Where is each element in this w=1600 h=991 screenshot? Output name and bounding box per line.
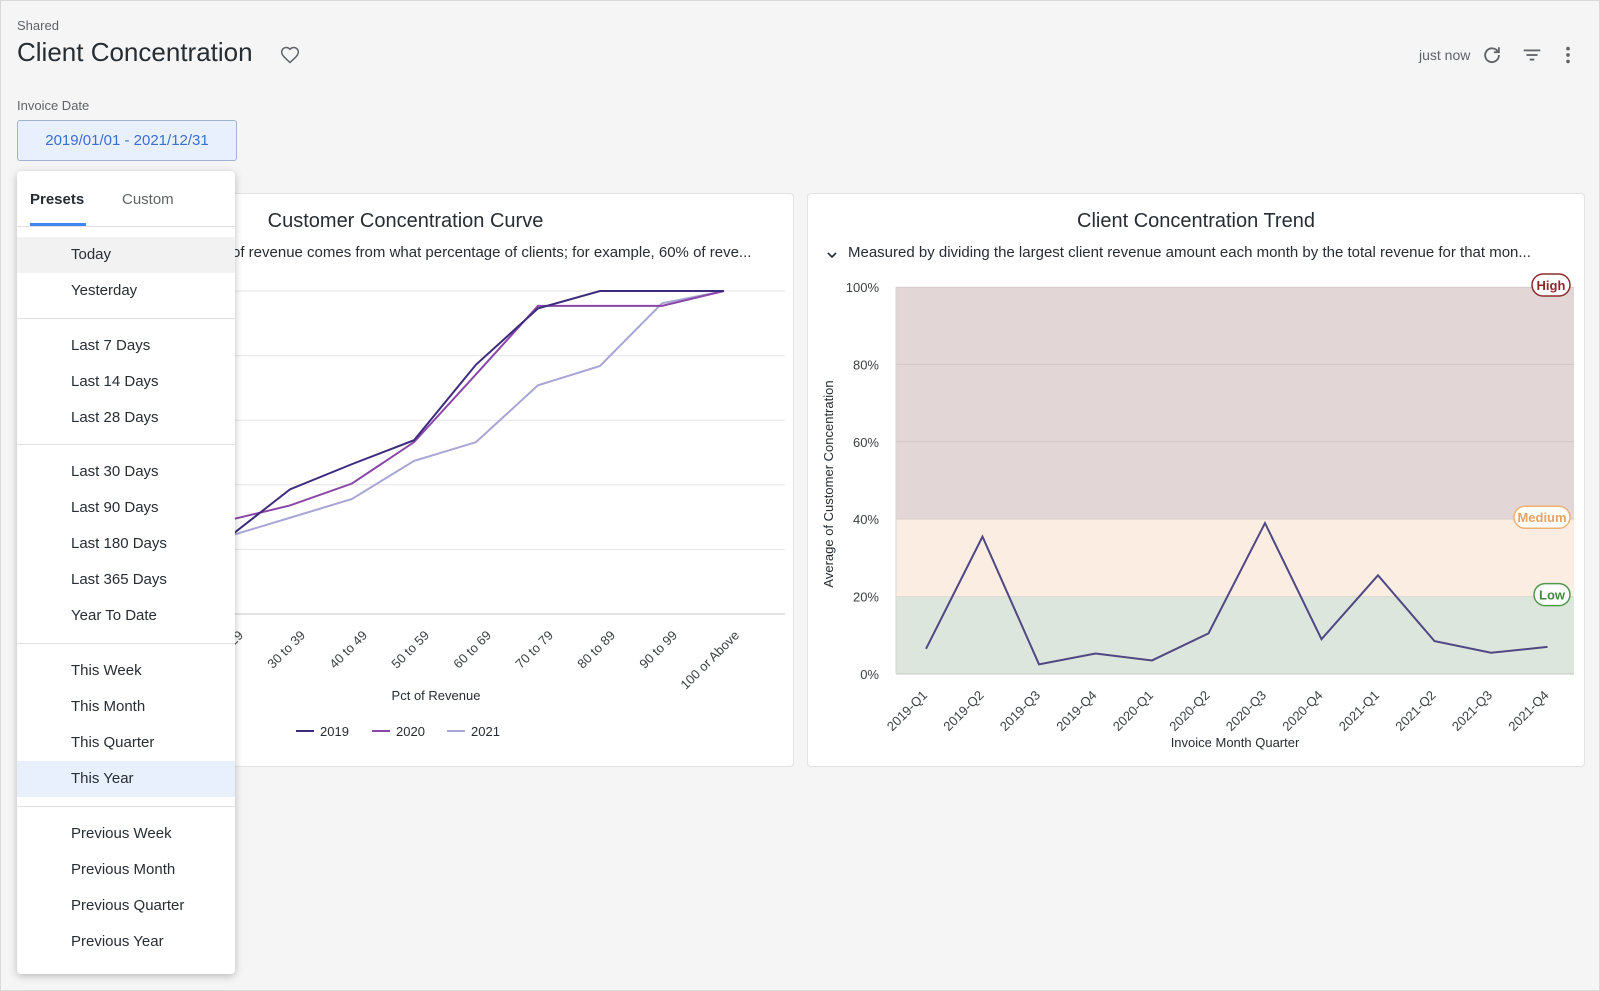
y-tick-label: 0% [860, 667, 879, 682]
band-low [896, 596, 1574, 674]
legend-label: 2021 [471, 724, 500, 739]
x-tick-label: 2020-Q4 [1279, 688, 1325, 734]
date-filter-button[interactable]: 2019/01/01 - 2021/12/31 [17, 120, 237, 161]
chevron-down-icon[interactable] [824, 247, 840, 263]
legend-label: 2020 [396, 724, 425, 739]
x-tick-label: 2021-Q1 [1336, 688, 1382, 734]
x-tick-label: 80 to 89 [574, 628, 618, 672]
preset-previous-month[interactable]: Previous Month [71, 861, 176, 878]
x-axis-label: Invoice Month Quarter [1171, 735, 1300, 750]
refresh-icon[interactable] [1481, 44, 1503, 66]
last-updated-text: just now [1419, 47, 1471, 63]
band-badge-high [1531, 273, 1571, 297]
filter-label: Invoice Date [17, 98, 90, 113]
x-tick-label: 60 to 69 [450, 628, 494, 672]
x-tick-label: 2019-Q4 [1053, 688, 1099, 734]
preset-divider [17, 643, 235, 644]
preset-previous-year[interactable]: Previous Year [71, 933, 164, 950]
series-line-2019 [227, 290, 724, 539]
trend-tile: Client Concentration Trend Measured by d… [807, 193, 1585, 767]
folder-breadcrumb[interactable]: Shared [17, 18, 59, 33]
y-tick-label: 60% [853, 435, 879, 450]
x-tick-label: 2020-Q3 [1223, 688, 1269, 734]
y-tick-label: 80% [853, 357, 879, 372]
x-tick-label: 2020-Q2 [1166, 688, 1212, 734]
preset-this-quarter[interactable]: This Quarter [71, 734, 155, 751]
more-vertical-icon[interactable] [1557, 44, 1579, 66]
band-badge-label: Low [1539, 588, 1566, 603]
popover-tabs: Presets Custom [17, 171, 235, 227]
active-tab-indicator [30, 223, 86, 226]
page-title: Client Concentration [17, 37, 253, 67]
trend-line [925, 520, 1548, 666]
preset-this-week[interactable]: This Week [71, 662, 142, 679]
x-tick-label: 2021-Q4 [1505, 688, 1551, 734]
x-tick-label: 2019-Q2 [940, 688, 986, 734]
dashboard-header: Shared Client Concentration just now Inv… [1, 1, 1600, 191]
preset-last-30-days[interactable]: Last 30 Days [71, 463, 159, 480]
x-tick-label: 2019-Q3 [997, 688, 1043, 734]
y-tick-label: 100% [846, 280, 880, 295]
band-badge-label: Medium [1517, 510, 1566, 525]
x-tick-label: 100 or Above [677, 628, 742, 693]
preset-year-to-date[interactable]: Year To Date [71, 607, 157, 624]
x-tick-label: 2019-Q1 [884, 688, 930, 734]
x-tick-label: 70 to 79 [512, 628, 556, 672]
band-badge-label: High [1537, 278, 1566, 293]
x-axis-label: Pct of Revenue [392, 688, 481, 703]
preset-previous-quarter[interactable]: Previous Quarter [71, 897, 185, 914]
preset-last-14-days[interactable]: Last 14 Days [71, 373, 159, 390]
preset-this-year[interactable]: This Year [17, 761, 235, 797]
y-axis-label: Average of Customer Concentration [821, 380, 836, 587]
x-tick-label: 90 to 99 [636, 628, 680, 672]
preset-this-month[interactable]: This Month [71, 698, 146, 715]
tab-custom[interactable]: Custom [122, 191, 174, 208]
preset-last-28-days[interactable]: Last 28 Days [71, 409, 159, 426]
trend-tile-title: Client Concentration Trend [1077, 210, 1315, 232]
tab-presets[interactable]: Presets [30, 191, 85, 208]
preset-last-365-days[interactable]: Last 365 Days [71, 571, 167, 588]
preset-today[interactable]: Today [17, 237, 235, 273]
filter-icon[interactable] [1521, 44, 1543, 66]
trend-chart: 0%20%40%60%80%100%2019-Q1 2019-Q2 2019-Q3 2… [821, 273, 1574, 750]
preset-previous-week[interactable]: Previous Week [71, 825, 172, 842]
band-medium [896, 519, 1574, 597]
band-high [896, 287, 1574, 520]
band-badge-medium [1513, 505, 1571, 529]
preset-divider [17, 806, 235, 807]
series-line-2021 [227, 290, 725, 538]
x-tick-label: 40 to 49 [326, 628, 370, 672]
x-tick-label: 30 to 39 [264, 628, 308, 672]
preset-yesterday[interactable]: Yesterday [71, 282, 138, 299]
date-presets-popover: Presets Custom Today Yesterday Last 7 Da… [17, 171, 235, 974]
y-tick-label: 40% [853, 512, 879, 527]
preset-last-180-days[interactable]: Last 180 Days [71, 535, 167, 552]
preset-divider [17, 444, 235, 445]
preset-last-90-days[interactable]: Last 90 Days [71, 499, 159, 516]
legend-label: 2019 [320, 724, 349, 739]
x-tick-label: 2021-Q2 [1392, 688, 1438, 734]
heart-outline-icon[interactable] [280, 45, 300, 65]
series-line-2020 [227, 290, 725, 522]
curve-tile-title: Customer Concentration Curve [267, 210, 544, 232]
y-tick-label: 20% [853, 590, 879, 605]
band-badge-low [1533, 582, 1571, 607]
x-tick-label: 50 to 59 [388, 628, 432, 672]
preset-last-7-days[interactable]: Last 7 Days [71, 337, 151, 354]
x-tick-label: 2021-Q3 [1449, 688, 1495, 734]
x-tick-label: 2020-Q1 [1110, 688, 1156, 734]
preset-divider [17, 318, 235, 319]
